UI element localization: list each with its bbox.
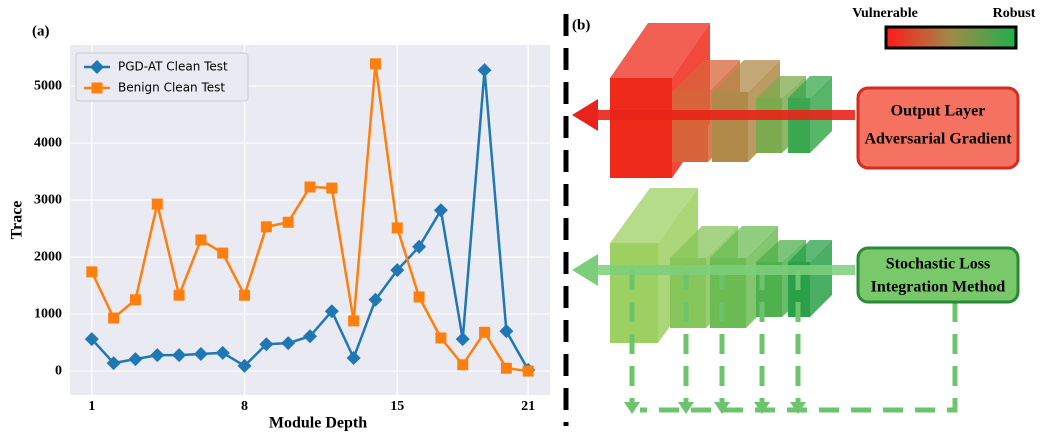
point (130, 294, 141, 305)
scale-low: Vulnerable (852, 6, 918, 21)
box-text: Integration Method (871, 279, 1006, 296)
box-text: Adversarial Gradient (864, 131, 1012, 148)
point (326, 183, 337, 194)
figure: (a) Module Depth Trace (b) Vulnerable Ro… (0, 0, 1056, 436)
block-front (610, 78, 672, 178)
block-front (756, 98, 782, 153)
point (195, 234, 206, 245)
point (305, 181, 316, 192)
point (435, 332, 446, 343)
point (523, 366, 534, 377)
network-blocks (610, 23, 832, 343)
legend-label: PGD-AT Clean Test (118, 60, 228, 74)
point (479, 327, 490, 338)
point (501, 363, 512, 374)
y-axis-label: Trace (9, 201, 26, 240)
block-front (788, 98, 810, 153)
point (457, 359, 468, 370)
block-front (712, 92, 748, 162)
legend-label: Benign Clean Test (118, 81, 225, 95)
x-tick-label: 8 (241, 399, 248, 414)
point (392, 222, 403, 233)
y-tick-label: 2000 (34, 249, 62, 264)
box-text: Stochastic Loss (886, 256, 990, 273)
point (414, 291, 425, 302)
point (283, 217, 294, 228)
panel-label: (a) (32, 23, 50, 39)
y-tick-label: 4000 (34, 135, 62, 150)
point (348, 315, 359, 326)
point (239, 290, 250, 301)
panel-label: (b) (572, 17, 590, 33)
y-tick-label: 3000 (34, 192, 62, 207)
point (370, 58, 381, 69)
block-front (672, 92, 708, 162)
point (86, 266, 97, 277)
legend-marker (92, 83, 103, 94)
point (217, 248, 228, 259)
x-tick-label: 21 (521, 399, 535, 414)
box-text: Output Layer (891, 103, 986, 120)
point (152, 199, 163, 210)
scale-high: Robust (993, 6, 1036, 21)
point (174, 290, 185, 301)
y-tick-label: 5000 (34, 78, 62, 93)
y-tick-label: 1000 (34, 306, 62, 321)
point (108, 313, 119, 324)
scale-bar (886, 27, 1016, 48)
point (261, 221, 272, 232)
arrowheads (624, 402, 806, 414)
x-tick-label: 15 (390, 399, 404, 414)
x-tick-label: 1 (88, 399, 95, 414)
x-axis-label: Module Depth (269, 415, 367, 432)
block-front (610, 243, 658, 343)
y-tick-label: 0 (55, 363, 62, 378)
gradient-box (858, 88, 1018, 168)
